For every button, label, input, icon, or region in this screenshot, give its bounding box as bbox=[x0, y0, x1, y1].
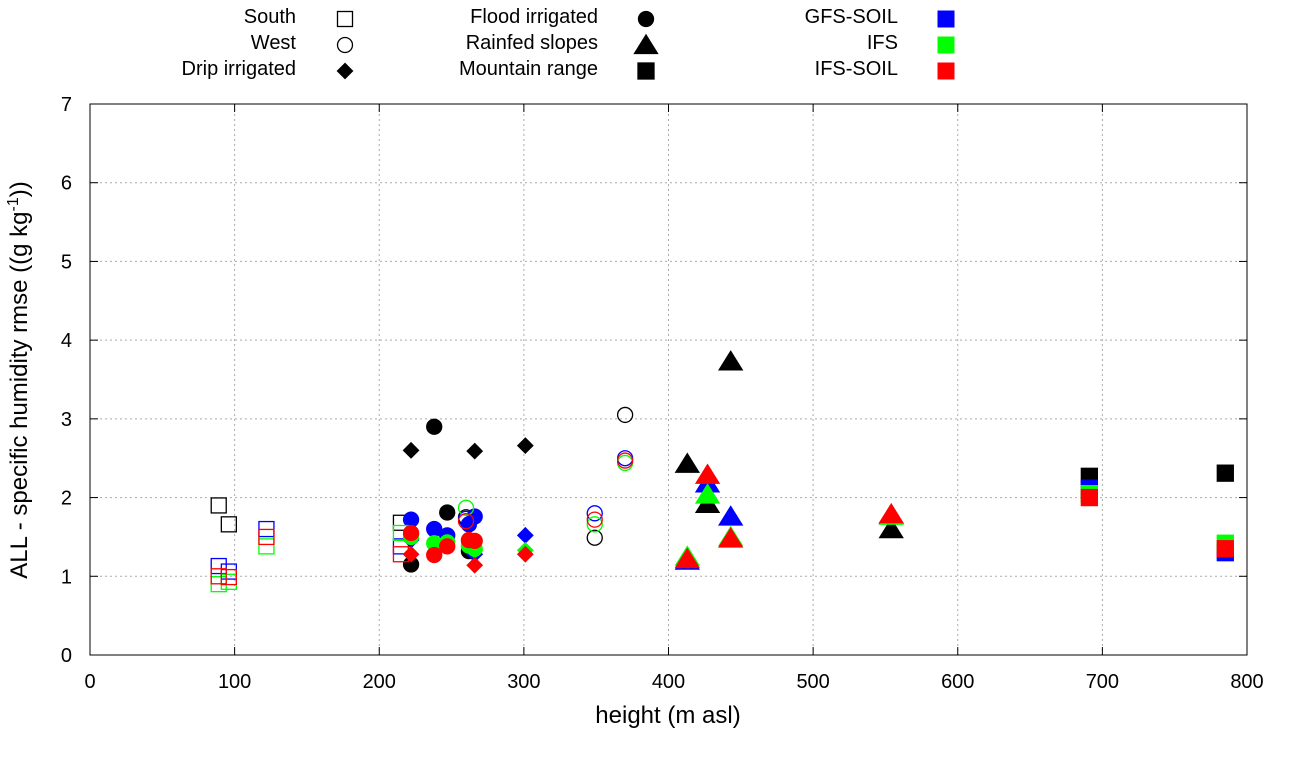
legend-marker-rainfed-slopes bbox=[633, 33, 659, 55]
series-obs bbox=[210, 350, 1234, 573]
data-point bbox=[439, 504, 456, 521]
data-point bbox=[466, 532, 483, 550]
data-point bbox=[466, 508, 483, 525]
data-point bbox=[516, 545, 534, 563]
axis-ticks: 0 100 200 300 400 500 600 700 800 0 1 2 3 4 5 6 7 bbox=[61, 94, 1264, 693]
legend: South West Drip irrigated Flood irrigated Ra… bbox=[182, 6, 955, 80]
data-point bbox=[210, 497, 227, 514]
x-tick-label: 300 bbox=[507, 671, 540, 693]
legend-label: Mountain range bbox=[459, 58, 598, 80]
data-point bbox=[718, 527, 744, 548]
data-point bbox=[426, 546, 443, 564]
y-axis-label-superscript: -1 bbox=[5, 197, 22, 211]
legend-marker-flood-irrigated bbox=[637, 10, 655, 28]
legend-label: GFS-SOIL bbox=[805, 6, 898, 28]
data-point bbox=[466, 556, 484, 574]
series-gfs-soil bbox=[210, 450, 1234, 580]
y-tick-label: 2 bbox=[61, 488, 72, 510]
data-point bbox=[220, 516, 237, 533]
data-point bbox=[210, 568, 227, 585]
legend-label: IFS bbox=[867, 32, 898, 54]
data-point bbox=[516, 526, 534, 544]
x-tick-label: 500 bbox=[796, 671, 829, 693]
data-points bbox=[210, 350, 1234, 593]
data-point bbox=[466, 442, 484, 460]
data-point bbox=[220, 568, 237, 586]
legend-marker-west bbox=[336, 36, 354, 54]
data-point bbox=[516, 437, 534, 455]
y-tick-label: 7 bbox=[61, 94, 72, 116]
data-point bbox=[616, 452, 634, 469]
data-point bbox=[586, 505, 603, 522]
legend-swatch-ifs-soil bbox=[937, 62, 955, 80]
y-tick-label: 1 bbox=[61, 566, 72, 588]
x-tick-label: 700 bbox=[1086, 671, 1119, 693]
data-point bbox=[439, 538, 456, 555]
y-tick-label: 3 bbox=[61, 409, 72, 431]
legend-label: Rainfed slopes bbox=[466, 32, 598, 54]
x-axis-label: height (m asl) bbox=[595, 702, 740, 729]
x-tick-label: 100 bbox=[218, 671, 251, 693]
data-point bbox=[718, 505, 744, 526]
data-point bbox=[616, 406, 634, 424]
data-point bbox=[694, 463, 721, 484]
legend-marker-mountain-range bbox=[637, 62, 655, 80]
data-point bbox=[586, 529, 603, 546]
data-point bbox=[426, 418, 443, 435]
y-axis-label-main: ALL - specific humidity rmse ((g kg bbox=[6, 212, 33, 579]
data-point bbox=[457, 499, 475, 516]
legend-label: West bbox=[251, 32, 297, 54]
legend-label: Flood irrigated bbox=[470, 6, 598, 28]
data-point bbox=[718, 350, 744, 371]
x-tick-label: 400 bbox=[652, 671, 685, 693]
y-tick-label: 0 bbox=[61, 645, 72, 667]
legend-marker-south bbox=[336, 10, 354, 28]
data-point bbox=[1080, 488, 1099, 507]
grid bbox=[90, 104, 1247, 655]
y-tick-label: 4 bbox=[61, 330, 72, 352]
data-point bbox=[402, 441, 420, 459]
data-point bbox=[674, 547, 700, 569]
y-axis-label: ALL - specific humidity rmse ((g kg-1)) bbox=[5, 181, 33, 578]
legend-label: South bbox=[244, 6, 296, 28]
series-ifs-soil bbox=[210, 452, 1234, 586]
x-tick-label: 200 bbox=[363, 671, 396, 693]
x-tick-label: 800 bbox=[1230, 671, 1263, 693]
data-point bbox=[1216, 464, 1234, 482]
data-point bbox=[457, 513, 475, 530]
data-point bbox=[258, 528, 275, 546]
legend-marker-drip-irrigated bbox=[336, 62, 354, 80]
x-tick-label: 0 bbox=[84, 671, 95, 693]
data-point bbox=[258, 538, 275, 555]
y-tick-label: 5 bbox=[61, 251, 72, 273]
data-point bbox=[402, 545, 420, 563]
legend-label: IFS-SOIL bbox=[815, 58, 898, 80]
y-axis-label-end: )) bbox=[6, 181, 33, 197]
y-tick-label: 6 bbox=[61, 173, 72, 195]
data-point bbox=[878, 502, 904, 524]
data-point bbox=[402, 524, 420, 542]
data-point bbox=[878, 517, 904, 539]
data-point bbox=[586, 516, 603, 533]
data-point bbox=[586, 511, 603, 528]
x-tick-label: 600 bbox=[941, 671, 974, 693]
data-point bbox=[1216, 540, 1234, 558]
legend-swatch-gfs-soil bbox=[937, 10, 955, 28]
legend-swatch-ifs bbox=[937, 36, 955, 54]
data-point bbox=[674, 452, 700, 473]
legend-label: Drip irrigated bbox=[182, 58, 296, 80]
data-point bbox=[694, 483, 721, 504]
data-point bbox=[210, 557, 227, 575]
